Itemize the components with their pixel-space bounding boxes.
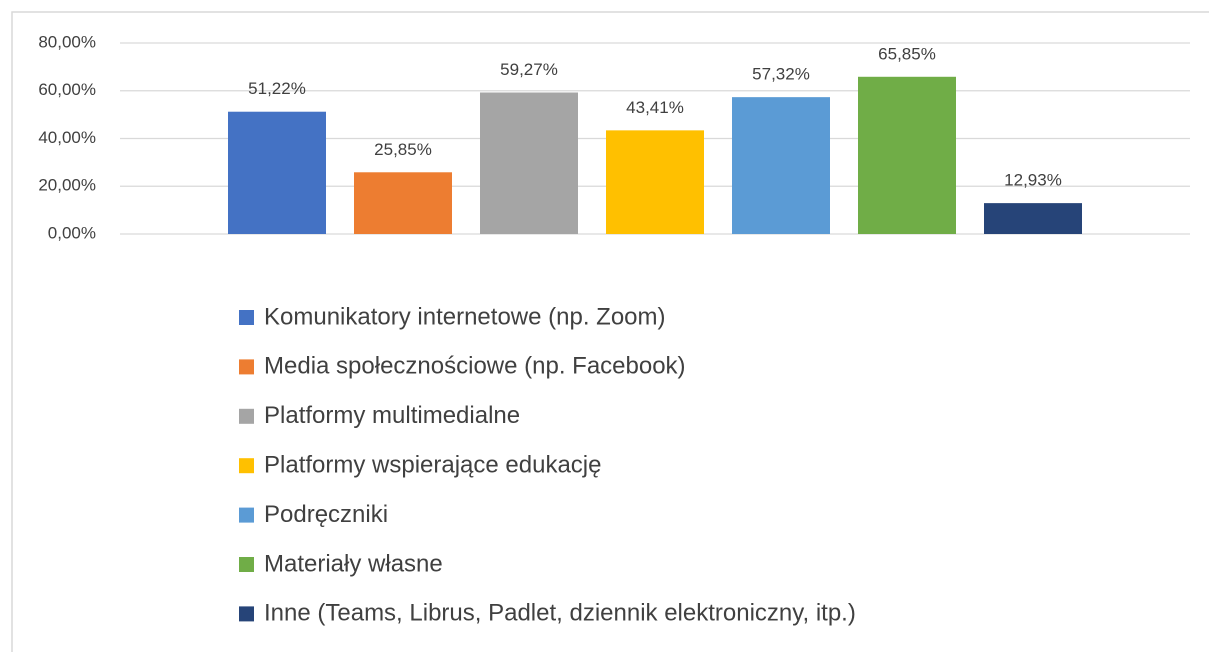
y-tick-label: 80,00%: [38, 32, 96, 51]
legend-label: Platformy multimedialne: [264, 402, 520, 429]
legend-swatch: [239, 557, 254, 572]
value-label: 12,93%: [1004, 171, 1062, 190]
legend-swatch: [239, 310, 254, 325]
y-tick-label: 20,00%: [38, 176, 96, 195]
y-tick-label: 0,00%: [48, 223, 96, 242]
bar: [732, 97, 830, 234]
legend-label: Podręczniki: [264, 501, 388, 528]
bar: [228, 111, 326, 234]
value-label: 25,85%: [374, 140, 432, 159]
bar: [354, 172, 452, 234]
value-label: 59,27%: [500, 60, 558, 79]
legend-label: Inne (Teams, Librus, Padlet, dziennik el…: [264, 600, 856, 627]
legend-swatch: [239, 408, 254, 424]
bar: [858, 76, 956, 234]
y-tick-label: 40,00%: [38, 128, 96, 147]
value-label: 51,22%: [248, 79, 306, 98]
bar: [984, 203, 1082, 234]
value-label: 43,41%: [626, 98, 684, 117]
legend-label: Platformy wspierające edukację: [264, 452, 602, 479]
chart-frame: [11, 11, 1209, 652]
legend-label: Materiały własne: [264, 550, 443, 577]
bar: [606, 130, 704, 234]
legend-swatch: [239, 359, 254, 375]
legend-swatch: [239, 458, 254, 474]
value-label: 65,85%: [878, 44, 936, 63]
legend-label: Media społecznościowe (np. Facebook): [264, 353, 686, 380]
y-tick-label: 60,00%: [38, 80, 96, 99]
legend-label: Komunikatory internetowe (np. Zoom): [264, 303, 666, 330]
bar: [480, 92, 578, 234]
legend-swatch: [239, 606, 254, 622]
value-label: 57,32%: [752, 65, 810, 84]
legend-swatch: [239, 507, 254, 523]
